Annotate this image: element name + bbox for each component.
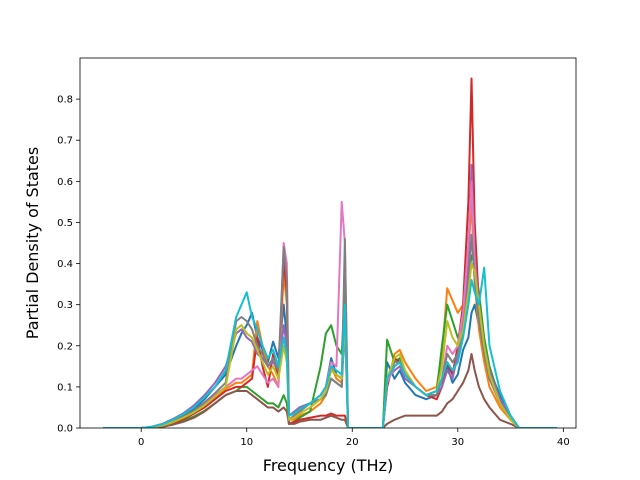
x-tick-label: 40 (557, 437, 570, 448)
series-layer (103, 77, 557, 428)
y-tick-label: 0.7 (57, 136, 73, 147)
series-line-9 (103, 262, 557, 428)
y-tick-label: 0.2 (57, 341, 73, 352)
y-tick-label: 0.5 (57, 218, 73, 229)
x-tick-label: 20 (346, 437, 359, 448)
x-axis: 0 10 20 30 40 (138, 428, 570, 448)
series-line-10 (103, 266, 557, 428)
series-line-8 (103, 233, 557, 428)
series-line-5 (103, 163, 557, 428)
x-axis-label: Frequency (THz) (263, 456, 393, 475)
plot-frame (79, 57, 577, 429)
series-line-7 (103, 180, 557, 428)
y-tick-label: 0.4 (57, 259, 73, 270)
y-tick-label: 0.1 (57, 382, 73, 393)
y-tick-label: 0.6 (57, 177, 73, 188)
y-tick-label: 0.8 (57, 95, 73, 106)
x-tick-label: 0 (138, 437, 144, 448)
x-tick-label: 10 (240, 437, 253, 448)
y-axis-label: Partial Density of States (23, 147, 42, 339)
series-line-6 (103, 353, 557, 428)
y-tick-label: 0.3 (57, 300, 73, 311)
x-tick-label: 30 (451, 437, 464, 448)
series-line-2 (103, 200, 557, 428)
series-line-4 (103, 77, 557, 428)
y-axis: 0.0 0.1 0.2 0.3 0.4 0.5 0.6 0.7 0.8 (57, 95, 80, 435)
y-tick-label: 0.0 (57, 424, 73, 435)
